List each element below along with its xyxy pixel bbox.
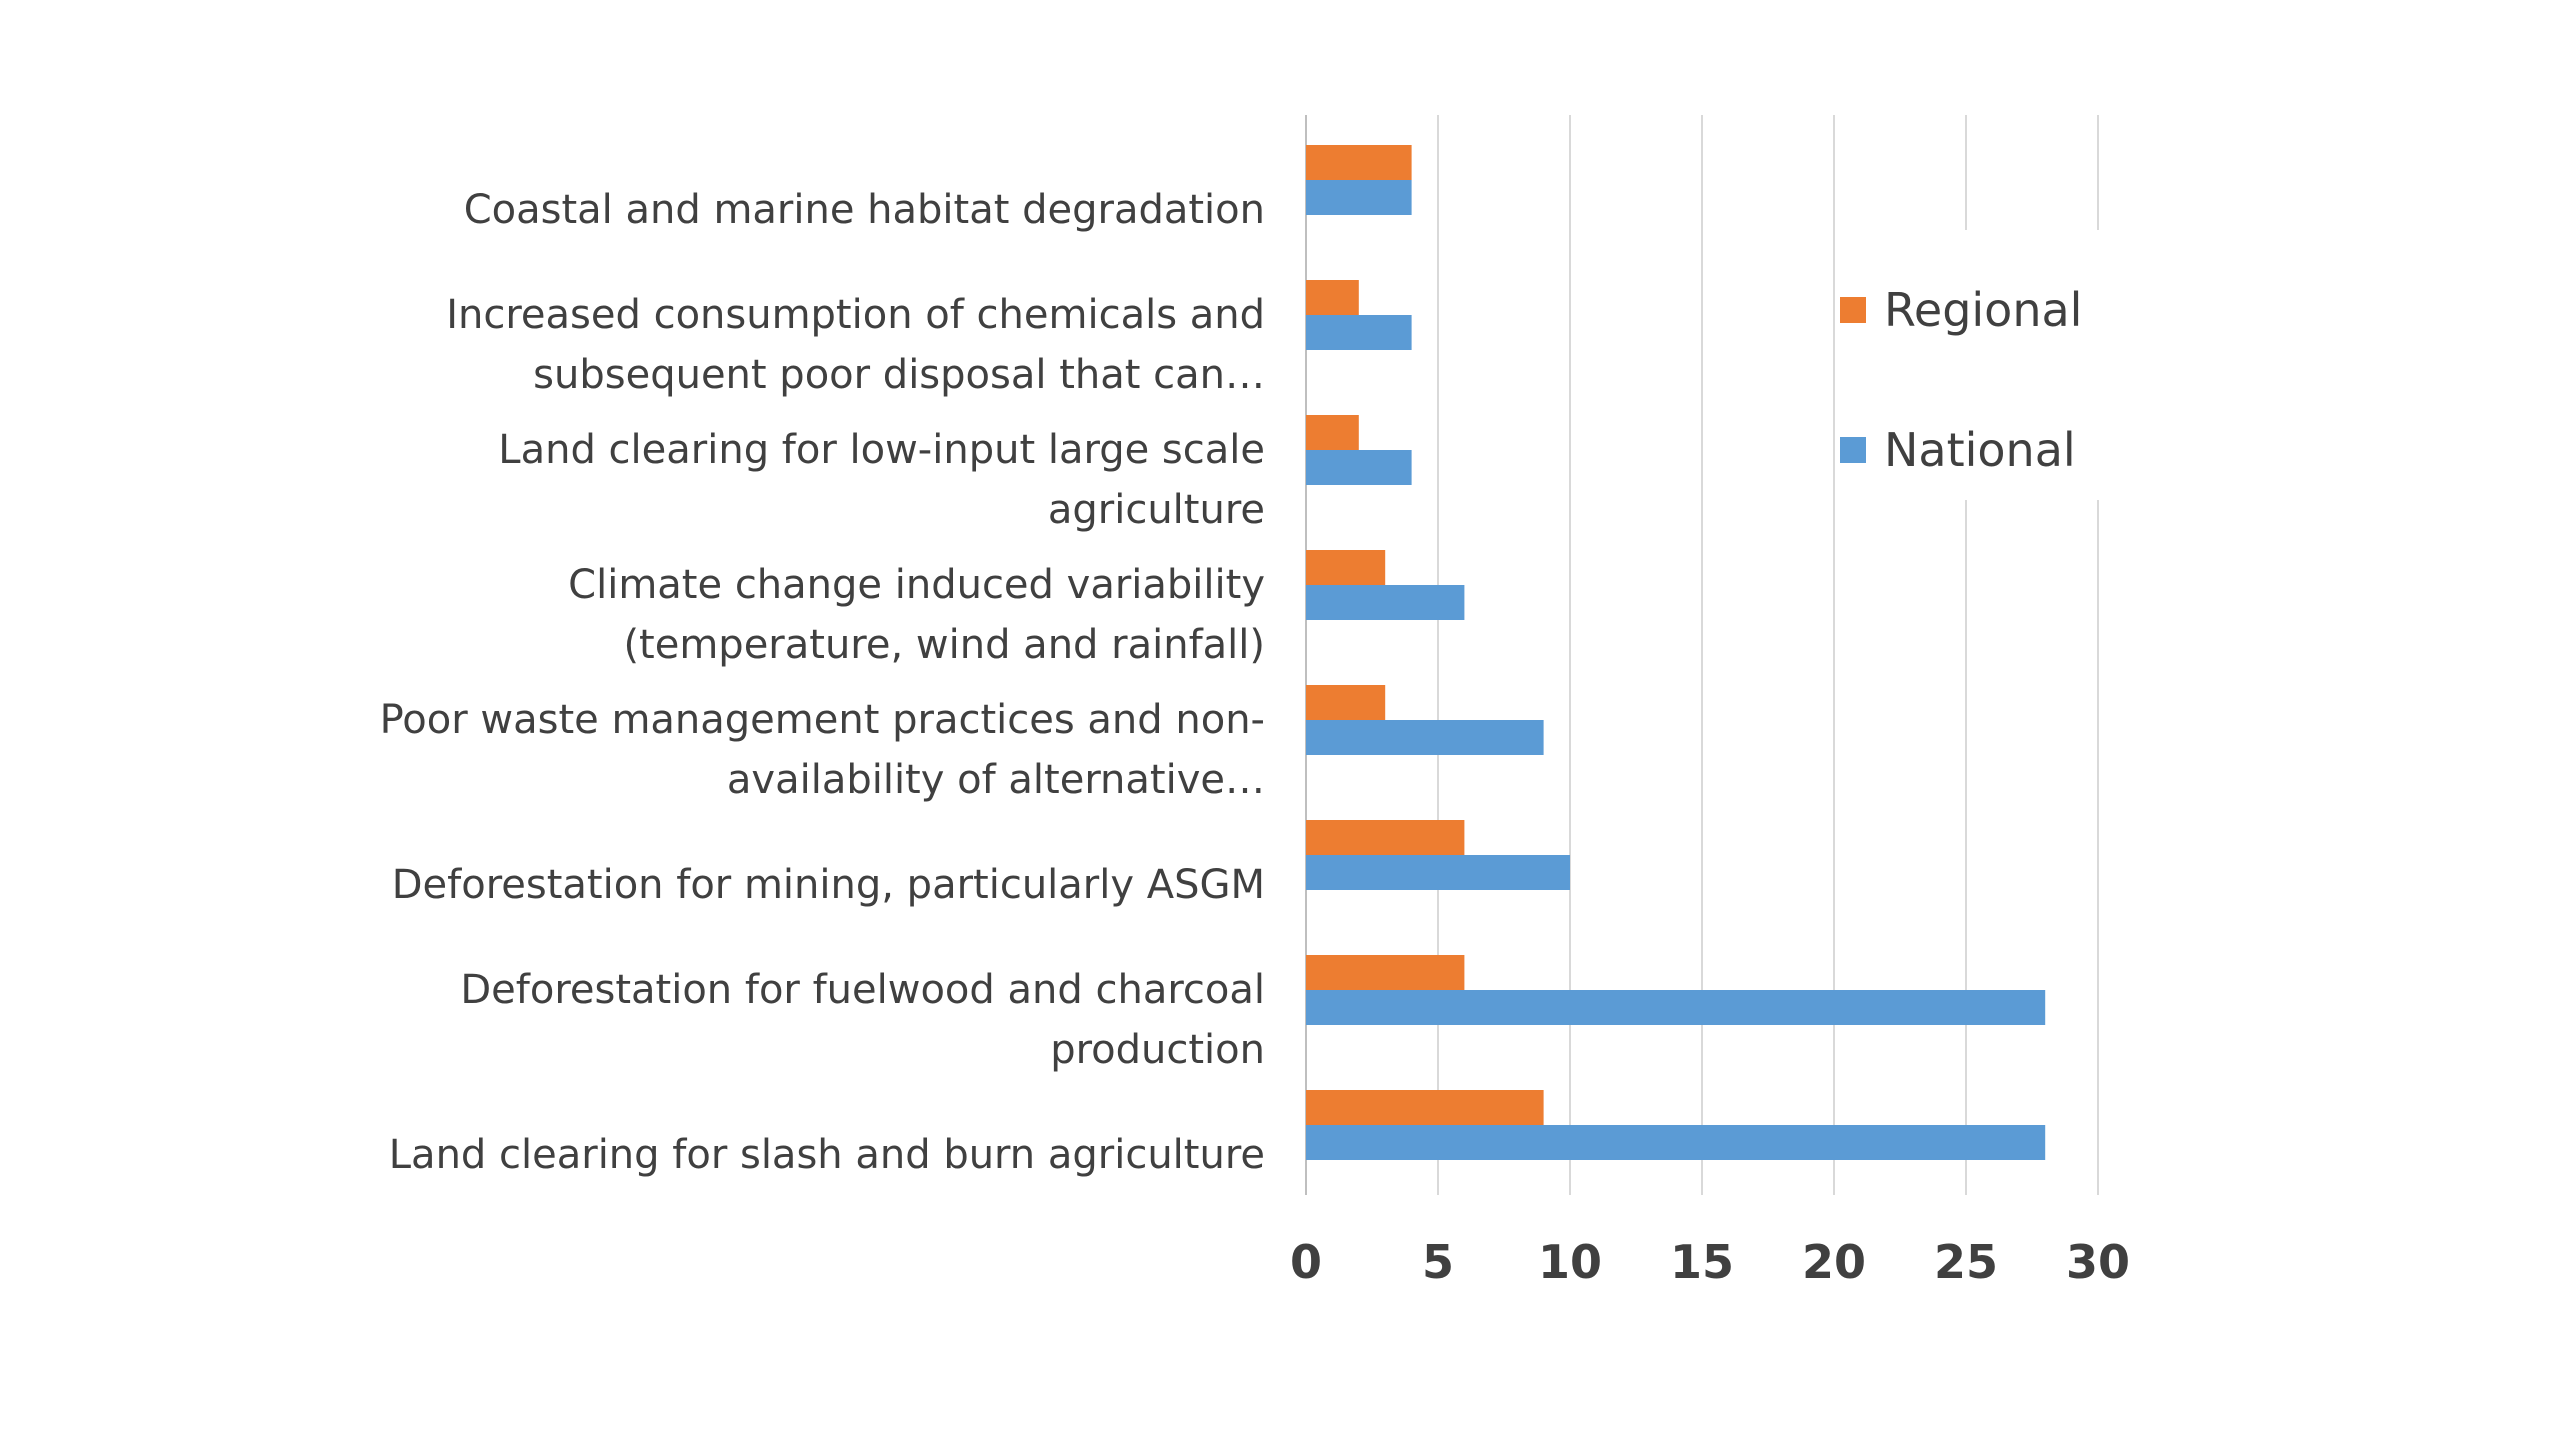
bar-regional [1306, 550, 1386, 585]
bar-national [1306, 585, 1465, 620]
bar-regional [1306, 145, 1412, 180]
x-tick-label: 20 [1801, 1235, 1866, 1289]
x-tick-label: 0 [1289, 1235, 1322, 1289]
bar-national [1306, 315, 1412, 350]
x-tick-label: 15 [1669, 1235, 1734, 1289]
category-label: Coastal and marine habitat degradation [463, 187, 1265, 233]
bar-national [1306, 180, 1412, 215]
legend: Regional National [1840, 230, 2140, 500]
category-label: Deforestation for mining, particularly A… [391, 862, 1265, 908]
legend-label-regional: Regional [1884, 283, 2083, 337]
legend-label-national: National [1884, 423, 2076, 477]
bar-national [1306, 1125, 2046, 1160]
category-label: Climate change induced variability (temp… [568, 562, 1265, 668]
category-label: Poor waste management practices and non-… [379, 697, 1265, 803]
legend-swatch-regional [1840, 297, 1866, 323]
category-label: Deforestation for fuelwood and charcoal … [460, 967, 1265, 1073]
bar-national [1306, 720, 1544, 755]
legend-item-national: National [1840, 420, 2076, 480]
x-tick-label: 5 [1421, 1235, 1454, 1289]
bar-regional [1306, 685, 1386, 720]
bar-national [1306, 855, 1570, 890]
x-tick-label: 30 [2065, 1235, 2130, 1289]
bar-regional [1306, 280, 1359, 315]
category-label: Land clearing for slash and burn agricul… [388, 1132, 1265, 1178]
legend-item-regional: Regional [1840, 280, 2082, 340]
bar-regional [1306, 955, 1465, 990]
bar-national [1306, 990, 2046, 1025]
bar-regional [1306, 1090, 1544, 1125]
legend-swatch-national [1840, 437, 1866, 463]
bar-regional [1306, 820, 1465, 855]
category-label: Increased consumption of chemicals and s… [446, 292, 1265, 398]
bar-national [1306, 450, 1412, 485]
x-tick-label: 10 [1537, 1235, 1602, 1289]
category-label: Land clearing for low-input large scale … [498, 427, 1265, 533]
bar-regional [1306, 415, 1359, 450]
x-tick-label: 25 [1933, 1235, 1998, 1289]
